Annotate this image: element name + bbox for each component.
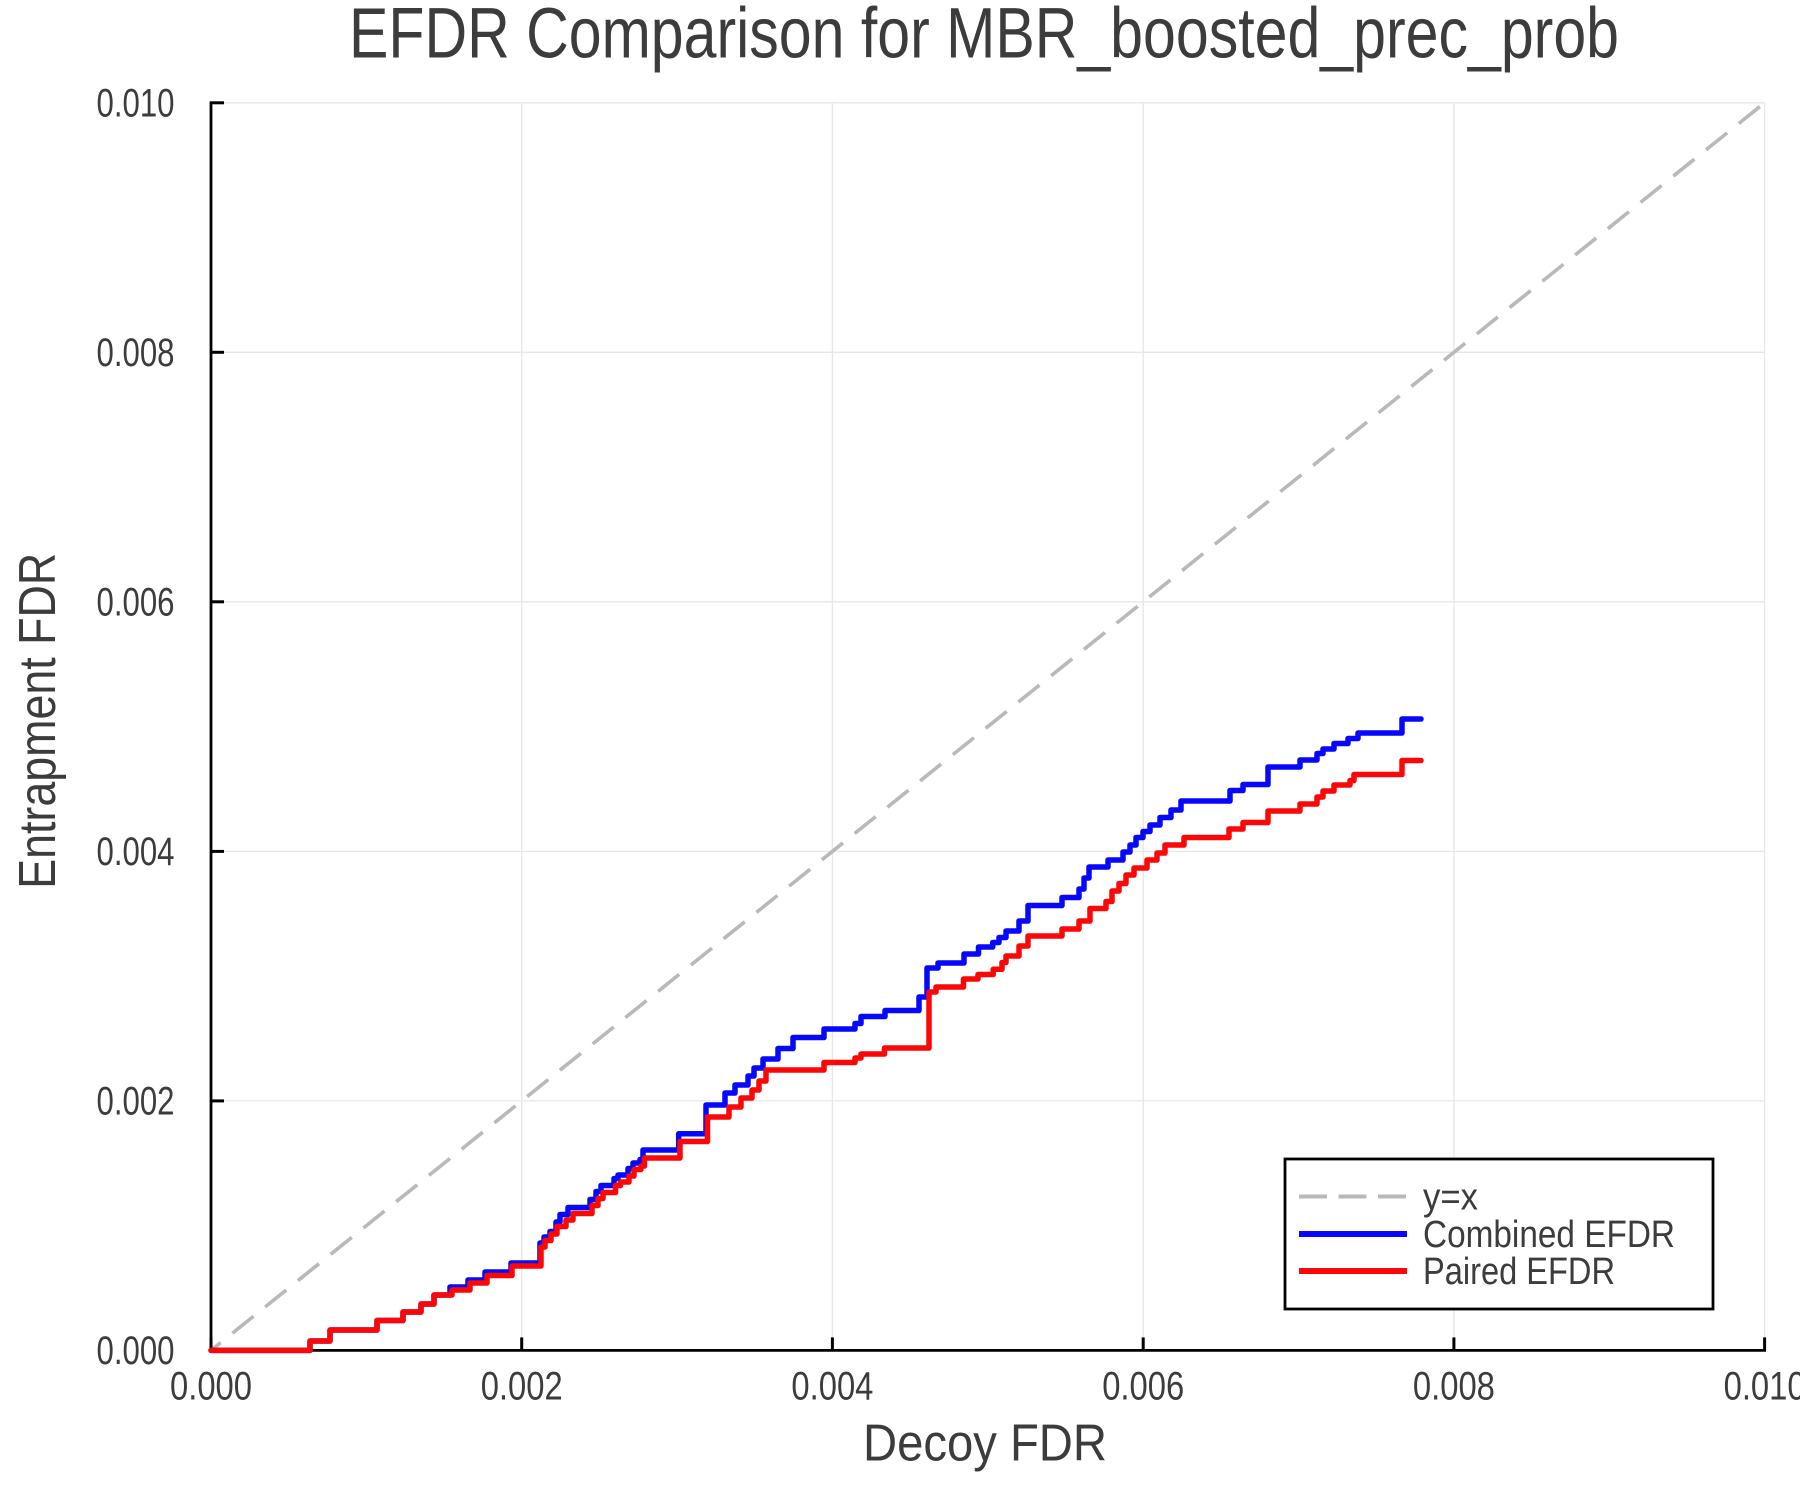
svg-text:0.000: 0.000 (170, 1365, 252, 1409)
svg-text:0.008: 0.008 (97, 331, 175, 375)
svg-text:0.010: 0.010 (97, 82, 175, 126)
svg-text:Entrapment FDR: Entrapment FDR (9, 553, 67, 889)
svg-text:0.006: 0.006 (1102, 1365, 1184, 1409)
svg-text:0.000: 0.000 (97, 1329, 175, 1373)
svg-text:EFDR Comparison for MBR_booste: EFDR Comparison for MBR_boosted_prec_pro… (349, 0, 1619, 74)
svg-text:0.006: 0.006 (97, 581, 175, 625)
svg-text:0.004: 0.004 (791, 1365, 873, 1409)
svg-text:Decoy FDR: Decoy FDR (863, 1415, 1107, 1473)
svg-text:0.002: 0.002 (97, 1080, 175, 1124)
svg-text:0.002: 0.002 (481, 1365, 563, 1409)
svg-text:Paired EFDR: Paired EFDR (1423, 1251, 1615, 1293)
svg-text:y=x: y=x (1423, 1177, 1478, 1219)
svg-text:Combined EFDR: Combined EFDR (1423, 1214, 1675, 1256)
svg-text:0.004: 0.004 (97, 830, 175, 874)
svg-text:0.010: 0.010 (1724, 1365, 1800, 1409)
svg-text:0.008: 0.008 (1413, 1365, 1495, 1409)
